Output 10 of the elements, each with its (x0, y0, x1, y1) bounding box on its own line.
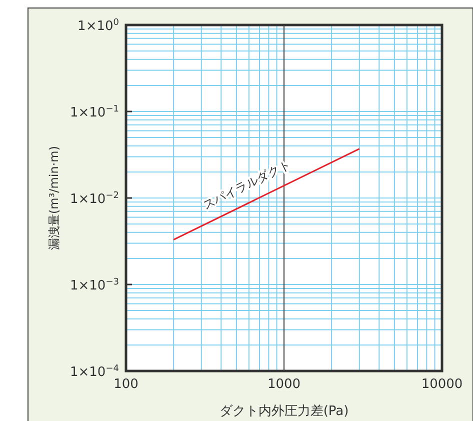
x-tick-label: 1000 (267, 377, 301, 392)
y-tick-label: 1×10$^{−3}$ (70, 278, 119, 294)
y-tick-label: 1×10$^{0}$ (78, 18, 120, 34)
y-tick-label: 1×10$^{−4}$ (70, 364, 120, 380)
x-tick-label: 10000 (421, 377, 463, 392)
y-tick-label: 1×10$^{−2}$ (70, 191, 119, 207)
x-tick-label: 100 (114, 377, 138, 392)
y-axis-title: 漏洩量(m³/min·m) (47, 146, 61, 250)
x-axis-title: ダクト内外圧力差(Pa) (219, 404, 349, 419)
y-tick-label: 1×10$^{−1}$ (70, 104, 119, 120)
